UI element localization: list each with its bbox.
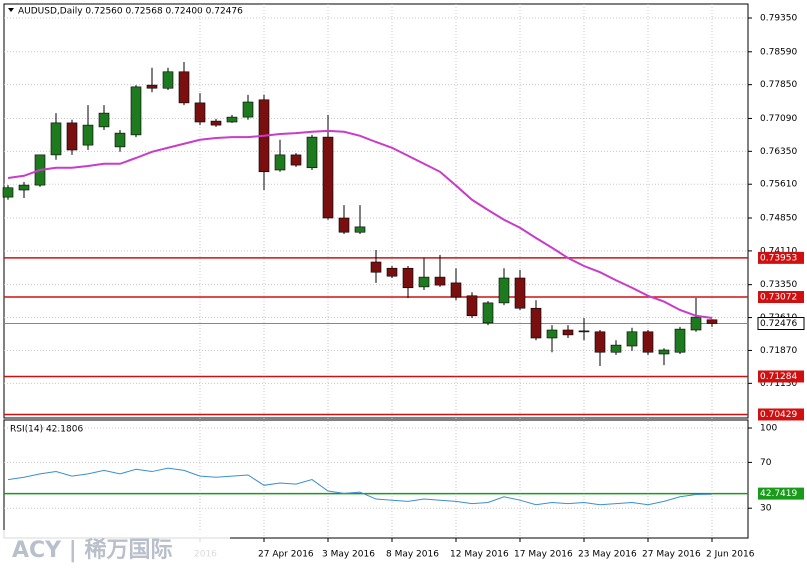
candle-body (514, 277, 526, 309)
candle-body (130, 86, 142, 136)
rsi-line (7, 467, 713, 506)
x-tick-label: 23 May 2016 (578, 550, 637, 560)
level-label: 0.73072 (760, 293, 797, 303)
y-tick-label: 0.71130 (760, 379, 797, 389)
candle-body (706, 319, 718, 324)
candle-body (562, 329, 574, 336)
candle-body (450, 282, 462, 298)
candle-body (66, 122, 78, 151)
candle-body (546, 329, 558, 339)
y-tick-label: 0.75610 (760, 180, 797, 190)
chart-title: AUDUSD,Daily 0.72560 0.72568 0.72400 0.7… (18, 7, 243, 17)
y-tick-label: 0.77090 (760, 114, 797, 124)
x-tick-label: 17 May 2016 (514, 550, 573, 560)
candle-body (594, 331, 606, 353)
candle-body (210, 120, 222, 126)
candle-body (370, 261, 382, 273)
candle-body (674, 328, 686, 353)
y-tick-label: 0.79350 (760, 14, 797, 24)
candle-body (578, 330, 590, 333)
last-price-label: 0.72476 (760, 319, 797, 329)
candle-body (530, 307, 542, 339)
candle-body (274, 154, 286, 171)
candle-body (178, 71, 190, 104)
rsi-panel (3, 419, 749, 539)
y-tick-label: 30 (760, 504, 772, 514)
main-panel (3, 3, 749, 419)
candle-body (2, 187, 14, 198)
candle-body (146, 84, 158, 89)
candle-body (690, 316, 702, 331)
y-tick-label: 0.74850 (760, 214, 797, 224)
candle-body (610, 344, 622, 353)
y-tick-label: 0.73350 (760, 280, 797, 290)
candle-body (18, 184, 30, 191)
menu-arrow (8, 8, 14, 12)
x-tick-label: 27 May 2016 (642, 550, 701, 560)
candle-body (658, 349, 670, 355)
rsi-level-box (758, 487, 804, 500)
level-label: 0.71284 (760, 372, 797, 382)
y-tick-label: 0.74110 (760, 246, 797, 256)
level-label-box (758, 251, 804, 264)
y-tick-label: 0.78590 (760, 47, 797, 57)
last-price-box (757, 317, 805, 331)
rsi-level-label: 42.7419 (760, 489, 797, 499)
level-label: 0.73953 (760, 253, 797, 263)
level-label-box (758, 291, 804, 304)
candle-body (498, 277, 510, 304)
candle-body (626, 331, 638, 347)
candle-body (226, 116, 238, 123)
candle-body (418, 276, 430, 288)
candle-body (50, 122, 62, 156)
candle-body (386, 267, 398, 277)
y-tick-label: 0.76350 (760, 147, 797, 157)
x-tick-label: 2 Jun 2016 (706, 550, 755, 560)
logo: ACY | 稀万国际 (12, 537, 172, 563)
candle-body (82, 124, 94, 146)
y-tick-label: 100 (760, 424, 777, 434)
candle-body (434, 276, 446, 286)
y-tick-label: 0.71870 (760, 346, 797, 356)
logo-background (0, 530, 230, 573)
x-tick-label: 27 Apr 2016 (258, 550, 314, 560)
candle-body (114, 132, 126, 148)
x-tick-label: 3 May 2016 (322, 550, 375, 560)
candle-body (194, 102, 206, 123)
candle-body (354, 226, 366, 233)
candle-body (162, 71, 174, 89)
candle-body (98, 112, 110, 128)
candle-body (306, 136, 318, 169)
moving-average (7, 129, 713, 319)
candle-body (242, 101, 254, 118)
y-tick-label: 70 (760, 458, 772, 468)
y-tick-label: 0.77850 (760, 80, 797, 90)
candle-body (642, 331, 654, 353)
x-tick-label: 8 May 2016 (386, 550, 439, 560)
x-tick-label: 12 May 2016 (450, 550, 509, 560)
candle-body (402, 267, 414, 289)
candle-body (482, 302, 494, 324)
candle-body (466, 295, 478, 317)
rsi-title: RSI(14) 42.1806 (10, 425, 83, 435)
candle-body (322, 136, 334, 219)
candle-body (290, 154, 302, 166)
level-label-box (758, 408, 804, 421)
level-label: 0.70429 (760, 410, 797, 420)
level-label-box (758, 370, 804, 383)
candle-body (338, 217, 350, 233)
